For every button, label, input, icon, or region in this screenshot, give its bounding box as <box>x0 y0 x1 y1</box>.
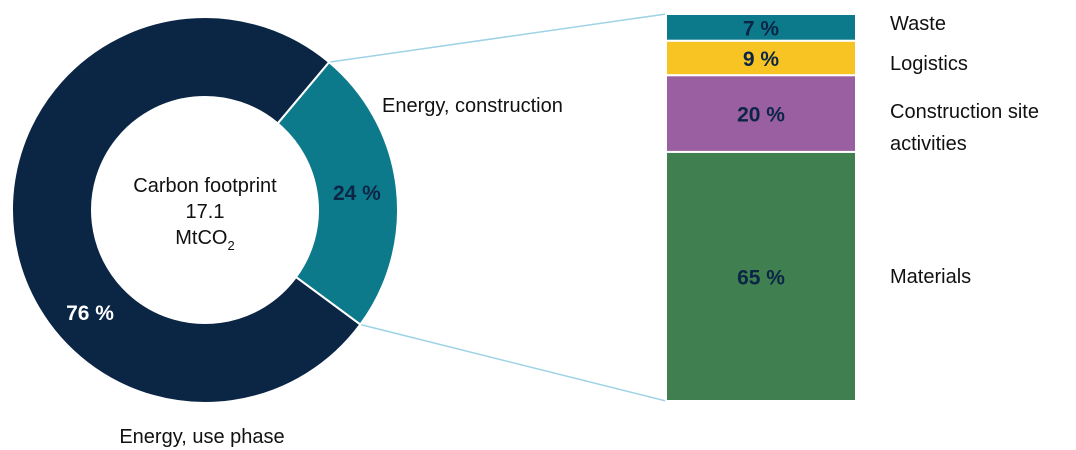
donut-chart: 24 % 76 % <box>11 16 399 404</box>
center-unit: MtCO2 <box>175 227 234 253</box>
stacked-bar: 7 % 9 % 20 % 65 % <box>665 13 857 402</box>
slice-label-energy-construction: Energy, construction <box>382 95 563 117</box>
center-title: Carbon footprint <box>133 175 277 197</box>
bar-segment-materials <box>665 150 857 402</box>
bar-segment-waste <box>665 13 857 42</box>
connector-line-bottom <box>360 323 667 402</box>
donut-value-label: 76 % <box>66 302 114 325</box>
center-unit-base: MtCO <box>175 227 227 249</box>
bar-value-label: 7 % <box>743 17 780 40</box>
bar-value-label: 65 % <box>737 266 785 289</box>
donut-slice-energy-use-phase <box>11 16 362 404</box>
slice-label-energy-use-phase: Energy, use phase <box>119 426 284 448</box>
stacked-bar-labels: Waste Logistics Construction site activitie… <box>890 13 1039 288</box>
label-line: Construction site <box>890 101 1039 123</box>
donut-value-label: 24 % <box>333 182 381 205</box>
label-line: activities <box>890 133 967 155</box>
bar-category-label-materials: Materials <box>890 266 971 288</box>
bar-category-label-construction-site-activities: Construction site activities <box>890 101 1039 155</box>
bar-segment-logistics <box>665 39 857 77</box>
connector-line-top <box>328 13 667 63</box>
bar-category-label-waste: Waste <box>890 13 946 35</box>
slice-category-labels: Energy, use phase Energy, construction <box>119 95 562 448</box>
bar-segment-construction-site-activities <box>665 74 857 153</box>
bar-value-label: 9 % <box>743 48 780 71</box>
donut-slice-energy-construction <box>276 60 399 326</box>
donut-center-label: Carbon footprint 17.1 MtCO2 <box>133 175 277 253</box>
bar-category-label-logistics: Logistics <box>890 53 968 75</box>
center-unit-subscript: 2 <box>227 238 234 253</box>
center-value: 17.1 <box>186 201 225 223</box>
bar-value-label: 20 % <box>737 104 785 127</box>
connector-lines <box>328 13 667 402</box>
